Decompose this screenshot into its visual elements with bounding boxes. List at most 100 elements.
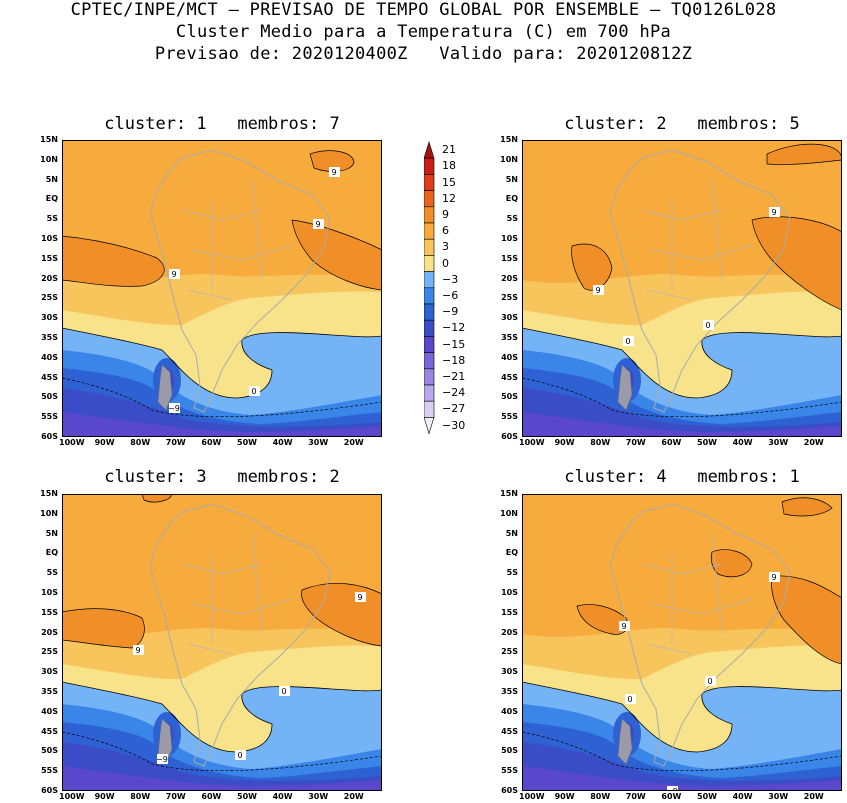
- colorbar-label: −21: [442, 369, 466, 383]
- contour-label: 9: [593, 285, 604, 295]
- latitude-tick-label: 15N: [40, 135, 58, 144]
- latitude-tick-label: 10N: [500, 154, 518, 164]
- svg-text:0: 0: [281, 687, 286, 696]
- svg-text:9: 9: [771, 573, 776, 582]
- map-panel-cluster-2: 9 9 0 0: [522, 140, 842, 437]
- warm-region-9: [766, 143, 842, 165]
- longitude-tick-label: 70W: [165, 792, 186, 801]
- latitude-tick-label: 50S: [501, 746, 518, 756]
- longitude-tick-label: 100W: [59, 792, 85, 801]
- contour-0: [522, 681, 842, 753]
- latitude-tick-label: 60S: [41, 432, 58, 441]
- colorbar-swatch: [424, 287, 435, 305]
- latitude-tick-label: 50S: [41, 746, 58, 756]
- patagonia-island: [157, 364, 173, 411]
- latitude-tick-label: 45S: [501, 372, 518, 382]
- svg-text:0: 0: [627, 695, 632, 704]
- latitude-tick-label: 15S: [41, 253, 58, 263]
- contour-minus9: [62, 377, 382, 418]
- latitude-tick-label: 30S: [41, 313, 58, 323]
- colorbar-label: 6: [442, 224, 449, 238]
- contour-label: 0: [249, 386, 260, 396]
- longitude-tick-label: 50W: [237, 438, 257, 447]
- latitude-tick-label: 25S: [41, 647, 58, 657]
- colorbar-label: −30: [442, 418, 466, 432]
- contour-label: 9: [169, 269, 180, 279]
- svg-text:−9: −9: [156, 755, 168, 764]
- warm-region-9: [771, 575, 842, 665]
- latitude-tick-label: 20S: [501, 273, 518, 283]
- latitude-tick-label: 15N: [40, 489, 58, 498]
- colorbar-swatch: [424, 206, 435, 224]
- svg-text:0: 0: [707, 677, 712, 686]
- latitude-tick-label: 10S: [501, 588, 518, 597]
- colorbar-label: −18: [442, 353, 466, 367]
- latitude-tick-label: 50S: [41, 392, 58, 402]
- warm-region-9: [62, 608, 145, 649]
- colorbar-swatch: [424, 336, 435, 353]
- latitude-tick-label: 35S: [501, 333, 518, 342]
- colorbar-swatch: [424, 255, 435, 272]
- longitude-tick-label: 70W: [625, 438, 646, 447]
- latitude-tick-label: 60S: [41, 786, 58, 795]
- map-frame: [522, 140, 842, 437]
- latitude-tick-label: 5S: [506, 214, 518, 224]
- colorbar-swatch: [424, 417, 435, 435]
- contour-label: 9: [769, 572, 780, 582]
- longitude-tick-label: 30W: [768, 438, 789, 447]
- latitude-tick-label: 60S: [501, 432, 518, 441]
- map-frame: [522, 494, 842, 791]
- latitude-tick-label: 10S: [501, 234, 518, 243]
- colorbar-label: 15: [442, 175, 456, 189]
- country-borders: [181, 533, 293, 655]
- colorbar-swatch: [424, 368, 435, 386]
- colorbar-label: −9: [442, 305, 459, 319]
- latitude-tick-label: EQ: [45, 194, 58, 204]
- patagonia-island: [617, 364, 633, 411]
- panel-title-3: cluster: 3 membros: 2: [104, 467, 340, 487]
- latitude-tick-label: 45S: [41, 372, 58, 382]
- colorbar-swatch: [424, 140, 435, 159]
- contour-minus9: [62, 731, 382, 772]
- svg-text:9: 9: [771, 208, 776, 217]
- latitude-tick-label: 10S: [41, 588, 58, 597]
- longitude-tick-label: 40W: [272, 792, 293, 801]
- longitude-tick-label: 20W: [343, 438, 364, 447]
- latitude-tick-label: 35S: [41, 333, 58, 342]
- longitude-tick-label: 70W: [625, 792, 646, 801]
- latitude-tick-label: 40S: [41, 706, 58, 716]
- longitude-tick-label: 100W: [519, 438, 545, 447]
- latitude-tick-label: 30S: [501, 667, 518, 677]
- longitude-tick-label: 30W: [768, 792, 789, 801]
- longitude-tick-label: 50W: [697, 438, 717, 447]
- latitude-tick-label: 15N: [500, 489, 518, 498]
- patagonia-island: [617, 718, 633, 765]
- contour-label: 0: [235, 750, 246, 760]
- colorbar-label: 3: [442, 240, 449, 254]
- map-panel-cluster-3: 9 9 0 0 −9: [62, 494, 382, 791]
- warm-region-9: [781, 497, 833, 517]
- warm-region-9: [576, 604, 629, 635]
- latitude-tick-label: 10N: [40, 508, 58, 518]
- contour-label: −9: [666, 786, 678, 791]
- svg-text:0: 0: [705, 321, 710, 330]
- colorbar-swatch: [424, 157, 435, 175]
- contour-label: 9: [329, 167, 340, 177]
- contour-label: 0: [623, 336, 634, 346]
- latitude-tick-label: 45S: [501, 726, 518, 736]
- region-minus15: [62, 412, 382, 437]
- svg-text:9: 9: [621, 622, 626, 631]
- latitude-tick-label: 55S: [501, 766, 518, 776]
- map-frame: [62, 494, 382, 791]
- panel-title-4: cluster: 4 membros: 1: [564, 467, 800, 487]
- temperature-colorbar: [424, 140, 435, 435]
- contour-label: 9: [769, 207, 780, 217]
- longitude-tick-label: 100W: [519, 792, 545, 801]
- latitude-tick-label: 55S: [41, 766, 58, 776]
- longitude-tick-label: 80W: [130, 438, 151, 447]
- svg-text:0: 0: [251, 387, 256, 396]
- colorbar-label: 9: [442, 207, 449, 221]
- header-subtitle: Cluster Medio para a Temperatura (C) em …: [175, 22, 672, 42]
- continent-outline: [609, 149, 791, 413]
- latitude-tick-label: 35S: [501, 687, 518, 696]
